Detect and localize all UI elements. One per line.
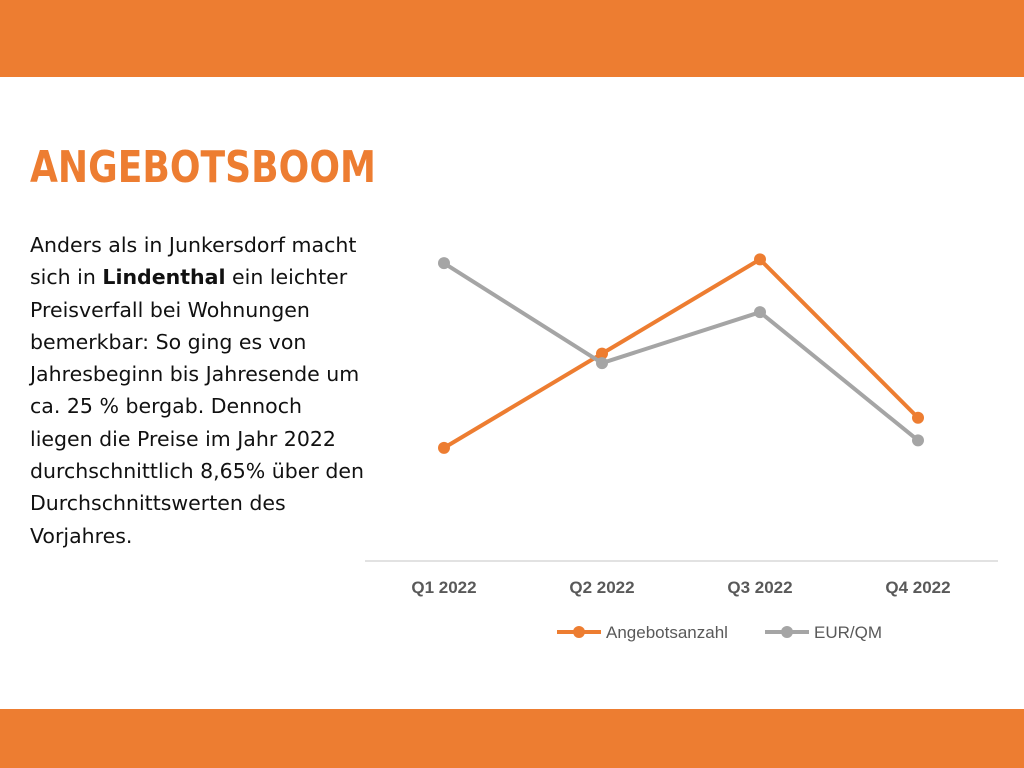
x-tick-labels: Q1 2022 Q2 2022 Q3 2022 Q4 2022 <box>411 578 950 597</box>
legend-marker-angebotsanzahl <box>573 626 585 638</box>
x-tick-label: Q2 2022 <box>569 578 634 597</box>
chart-legend: Angebotsanzahl EUR/QM <box>557 623 882 642</box>
slide-body-text: Anders als in Junkersdorf macht sich in … <box>30 229 370 552</box>
legend-label-angebotsanzahl: Angebotsanzahl <box>606 623 728 642</box>
body-text-part-1: Anders als in Junkersdorf macht sich in <box>30 233 357 290</box>
top-accent-bar <box>0 0 1024 77</box>
data-point-angebotsanzahl <box>912 411 924 424</box>
slide-title: ANGEBOTSBOOM <box>30 142 376 193</box>
data-point-angebotsanzahl <box>438 441 450 454</box>
bottom-accent-bar <box>0 709 1024 768</box>
data-point-eur-qm <box>438 257 450 270</box>
x-tick-label: Q3 2022 <box>727 578 792 597</box>
data-point-eur-qm <box>912 434 924 447</box>
legend-marker-eur-qm <box>781 626 793 638</box>
data-point-angebotsanzahl <box>754 253 766 266</box>
series-line-eur-qm <box>442 261 920 442</box>
data-point-eur-qm <box>754 306 766 319</box>
legend-label-eur-qm: EUR/QM <box>814 623 882 642</box>
body-text-part-2: ein leichter Preisverfall bei Wohnungen … <box>30 265 364 548</box>
x-tick-label: Q1 2022 <box>411 578 476 597</box>
series-layer <box>438 253 924 454</box>
body-text-highlight: Lindenthal <box>102 265 226 290</box>
x-tick-label: Q4 2022 <box>885 578 950 597</box>
series-line-angebotsanzahl <box>442 257 920 450</box>
data-point-angebotsanzahl <box>596 347 608 360</box>
data-point-eur-qm <box>596 357 608 370</box>
